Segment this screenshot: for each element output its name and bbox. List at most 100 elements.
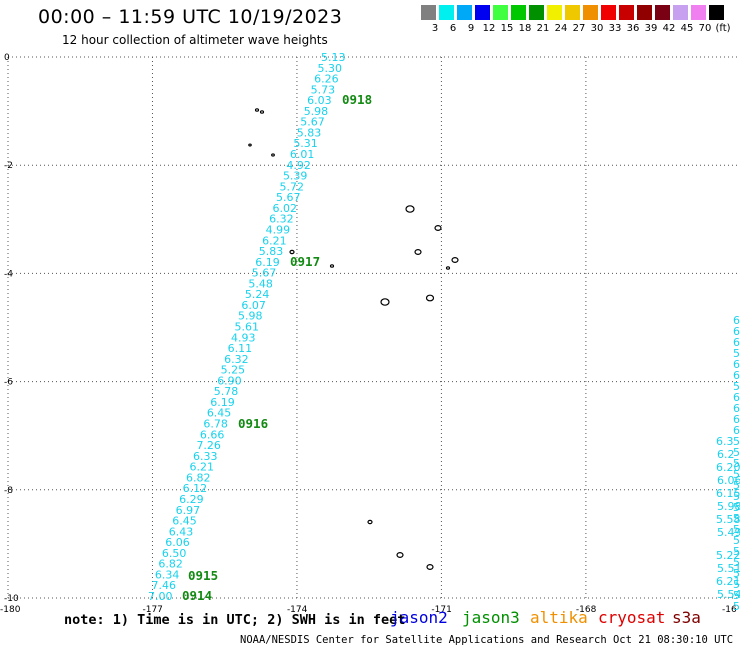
- island-outline: [426, 563, 434, 570]
- wave-height-value: 5.58: [716, 513, 740, 526]
- legend-swatch: [457, 5, 472, 20]
- wave-height-value: 6.32: [224, 353, 249, 366]
- wave-height-value: 6.20: [716, 461, 740, 474]
- island-outline: [380, 298, 390, 306]
- wave-height-value: 6.01: [290, 148, 315, 161]
- wave-height-value: 6: [733, 325, 740, 338]
- wave-height-value: 4.93: [231, 331, 256, 344]
- legend-swatch: [655, 5, 670, 20]
- island-outline: [434, 225, 442, 232]
- legend-label: 18: [518, 23, 532, 34]
- island-outline: [271, 153, 275, 157]
- legend-swatch: [583, 5, 598, 20]
- wave-height-value: 6.19: [210, 396, 235, 409]
- wave-height-value: 6.78: [203, 418, 228, 431]
- satellite-label-altika: altika: [530, 608, 588, 627]
- island-outline: [405, 205, 415, 213]
- legend-swatch: [691, 5, 706, 20]
- wave-height-value: 5: [733, 589, 740, 602]
- satellite-label-jason2: jason2: [390, 608, 448, 627]
- wave-height-value: 6.29: [179, 493, 204, 506]
- map-subtitle: 12 hour collection of altimeter wave hei…: [62, 33, 328, 47]
- wave-height-value: 5.22: [716, 549, 740, 562]
- pass-time-label: 0915: [188, 568, 218, 583]
- legend-swatch: [601, 5, 616, 20]
- wave-height-value: 6.19: [255, 256, 280, 269]
- y-tick-label: -6: [4, 378, 13, 388]
- wave-height-value: 6: [733, 424, 740, 437]
- legend-swatch: [709, 5, 724, 20]
- wave-height-value: 6.34: [155, 568, 180, 581]
- wave-height-value: 5.54: [717, 588, 740, 601]
- wave-height-value: 6.3: [716, 435, 734, 448]
- wave-height-value: 5.25: [221, 364, 246, 377]
- y-tick-label: -2: [4, 161, 13, 171]
- wave-height-value: 6.90: [217, 374, 242, 387]
- wave-height-value: 5: [733, 457, 740, 470]
- wave-height-value: 6.66: [200, 428, 225, 441]
- wave-height-value: 5.31: [293, 137, 318, 150]
- footer-note: note: 1) Time is in UTC; 2) SWH is in fe…: [64, 612, 406, 628]
- legend-label: 21: [536, 23, 550, 34]
- wave-height-value: 6: [733, 369, 740, 382]
- legend-label: 70: [698, 23, 712, 34]
- y-tick-label: -4: [4, 269, 13, 279]
- legend-label: 15: [500, 23, 514, 34]
- wave-height-value: 6: [733, 314, 740, 327]
- wave-height-value: 6.97: [176, 504, 201, 517]
- wave-height-value: 6.11: [228, 342, 253, 355]
- wave-height-value: 6.26: [314, 73, 339, 86]
- wave-height-value: 6.21: [190, 461, 215, 474]
- x-tick-label: -16: [722, 605, 737, 615]
- wave-height-value: 7.46: [151, 579, 176, 592]
- wave-height-value: 5.51: [717, 562, 740, 575]
- wave-height-value: 5.24: [245, 288, 270, 301]
- wave-height-value: 4.99: [266, 223, 291, 236]
- island-outline: [248, 143, 252, 147]
- wave-height-value: 5: [733, 479, 740, 492]
- island-outline: [425, 294, 435, 302]
- x-tick-label: -177: [142, 605, 162, 615]
- wave-height-value: 5.78: [214, 385, 239, 398]
- legend-swatch: [475, 5, 490, 20]
- wave-height-value: 6: [733, 358, 740, 371]
- wave-height-value: 5: [733, 567, 740, 580]
- legend-label: 27: [572, 23, 586, 34]
- wave-height-value: 5.98: [238, 310, 263, 323]
- legend-swatch: [547, 5, 562, 20]
- wave-height-value: 6: [733, 336, 740, 349]
- wave-height-value: 5.98: [717, 500, 740, 513]
- x-tick-label: -171: [431, 605, 451, 615]
- wave-height-value: 5.30: [318, 62, 343, 75]
- legend-swatch: [529, 5, 544, 20]
- wave-height-value: 6.21: [262, 234, 287, 247]
- legend-label: 6: [449, 23, 457, 34]
- island-outline: [367, 519, 373, 525]
- legend-swatch: [511, 5, 526, 20]
- wave-height-value: 6: [733, 402, 740, 415]
- legend-swatch: [673, 5, 688, 20]
- wave-height-value: 5.49: [717, 526, 740, 539]
- wave-height-value: 5: [733, 468, 740, 481]
- wave-height-value: 6.45: [207, 407, 232, 420]
- wave-height-value: 5.13: [321, 51, 346, 64]
- legend-label: 12: [482, 23, 496, 34]
- legend-label: 3: [431, 23, 439, 34]
- wave-height-value: 6.15: [716, 487, 740, 500]
- wave-height-value: 5: [733, 578, 740, 591]
- wave-height-value: 5.67: [252, 267, 276, 280]
- legend-label: 45: [680, 23, 694, 34]
- legend-swatch: [421, 5, 436, 20]
- wave-height-value: 7.26: [196, 439, 221, 452]
- y-tick-label: 0: [4, 53, 10, 63]
- y-tick-label: -8: [4, 486, 13, 496]
- wave-height-value: 5: [733, 435, 740, 448]
- wave-height-value: 6: [733, 413, 740, 426]
- legend-swatch: [637, 5, 652, 20]
- x-tick-label: -180: [0, 605, 21, 615]
- wave-height-value: 6.06: [165, 536, 190, 549]
- legend-swatch: [439, 5, 454, 20]
- legend-label: 42: [662, 23, 676, 34]
- satellite-label-jason3: jason3: [462, 608, 520, 627]
- x-tick-label: -168: [576, 605, 597, 615]
